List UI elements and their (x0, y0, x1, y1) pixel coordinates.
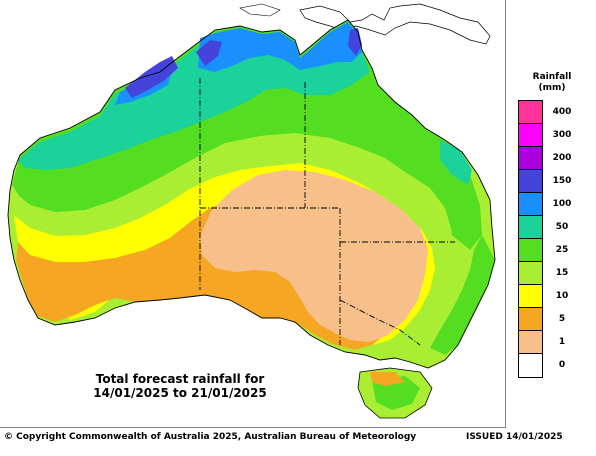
legend-swatch-300 (519, 124, 542, 147)
map-title-line1: Total forecast rainfall for (95, 372, 265, 386)
legend-title-line1: Rainfall (532, 72, 572, 82)
map-title-line2: 14/01/2025 to 21/01/2025 (93, 386, 267, 400)
band-150mm-arnhem-w (196, 40, 222, 66)
island-outline (239, 3, 281, 17)
legend-label-10: 10 (555, 290, 569, 301)
legend-scale (518, 100, 543, 378)
rainfall-map: Total forecast rainfall for 14/01/2025 t… (0, 0, 506, 428)
legend-label-25: 25 (555, 244, 569, 255)
legend-label-1: 1 (558, 336, 566, 347)
tasmania-coastline (357, 367, 433, 419)
legend-swatch-15 (519, 262, 542, 285)
legend-label-0: 0 (558, 359, 566, 370)
legend-label-50: 50 (555, 221, 569, 232)
legend-swatch-10 (519, 285, 542, 308)
copyright-text: © Copyright Commonwealth of Australia 20… (4, 432, 417, 442)
state-borders (199, 78, 455, 346)
legend-swatch-50 (519, 216, 542, 239)
footer: © Copyright Commonwealth of Australia 20… (0, 428, 596, 456)
legend-swatch-150 (519, 170, 542, 193)
legend-swatch-100 (519, 193, 542, 216)
legend-title-line2: (mm) (538, 83, 566, 93)
legend-swatch-400 (519, 101, 542, 124)
legend-swatch-200 (519, 147, 542, 170)
band-50mm-ne (440, 140, 472, 185)
tasmania-5 (370, 372, 405, 386)
legend-label-150: 150 (552, 175, 572, 186)
band-15mm-east (410, 248, 460, 340)
coastline (7, 19, 496, 369)
band-25mm-east (430, 235, 495, 355)
australia-rainfall-svg (7, 3, 496, 419)
band-1mm (200, 170, 428, 342)
legend-label-15: 15 (555, 267, 569, 278)
rainfall-legend: Rainfall (mm) 400 300 200 150 100 50 25 15 10 5 1 0 (510, 72, 590, 378)
legend-label-400: 400 (552, 106, 572, 117)
band-150mm-kimberley (125, 56, 178, 98)
border-nsw-vic (339, 299, 421, 346)
legend-label-100: 100 (552, 198, 572, 209)
legend-swatch-0 (519, 354, 542, 377)
legend-title: Rainfall (mm) (514, 72, 590, 94)
issued-date: ISSUED 14/01/2025 (466, 432, 563, 442)
band-15mm (12, 133, 452, 248)
legend-swatch-25 (519, 239, 542, 262)
legend-swatch-5 (519, 308, 542, 331)
map-title: Total forecast rainfall for 14/01/2025 t… (80, 372, 280, 400)
legend-label-200: 200 (552, 152, 572, 163)
band-100mm (198, 22, 362, 72)
band-25mm (12, 20, 482, 250)
legend-label-5: 5 (558, 313, 566, 324)
legend-swatch-1 (519, 331, 542, 354)
legend-label-300: 300 (552, 129, 572, 140)
